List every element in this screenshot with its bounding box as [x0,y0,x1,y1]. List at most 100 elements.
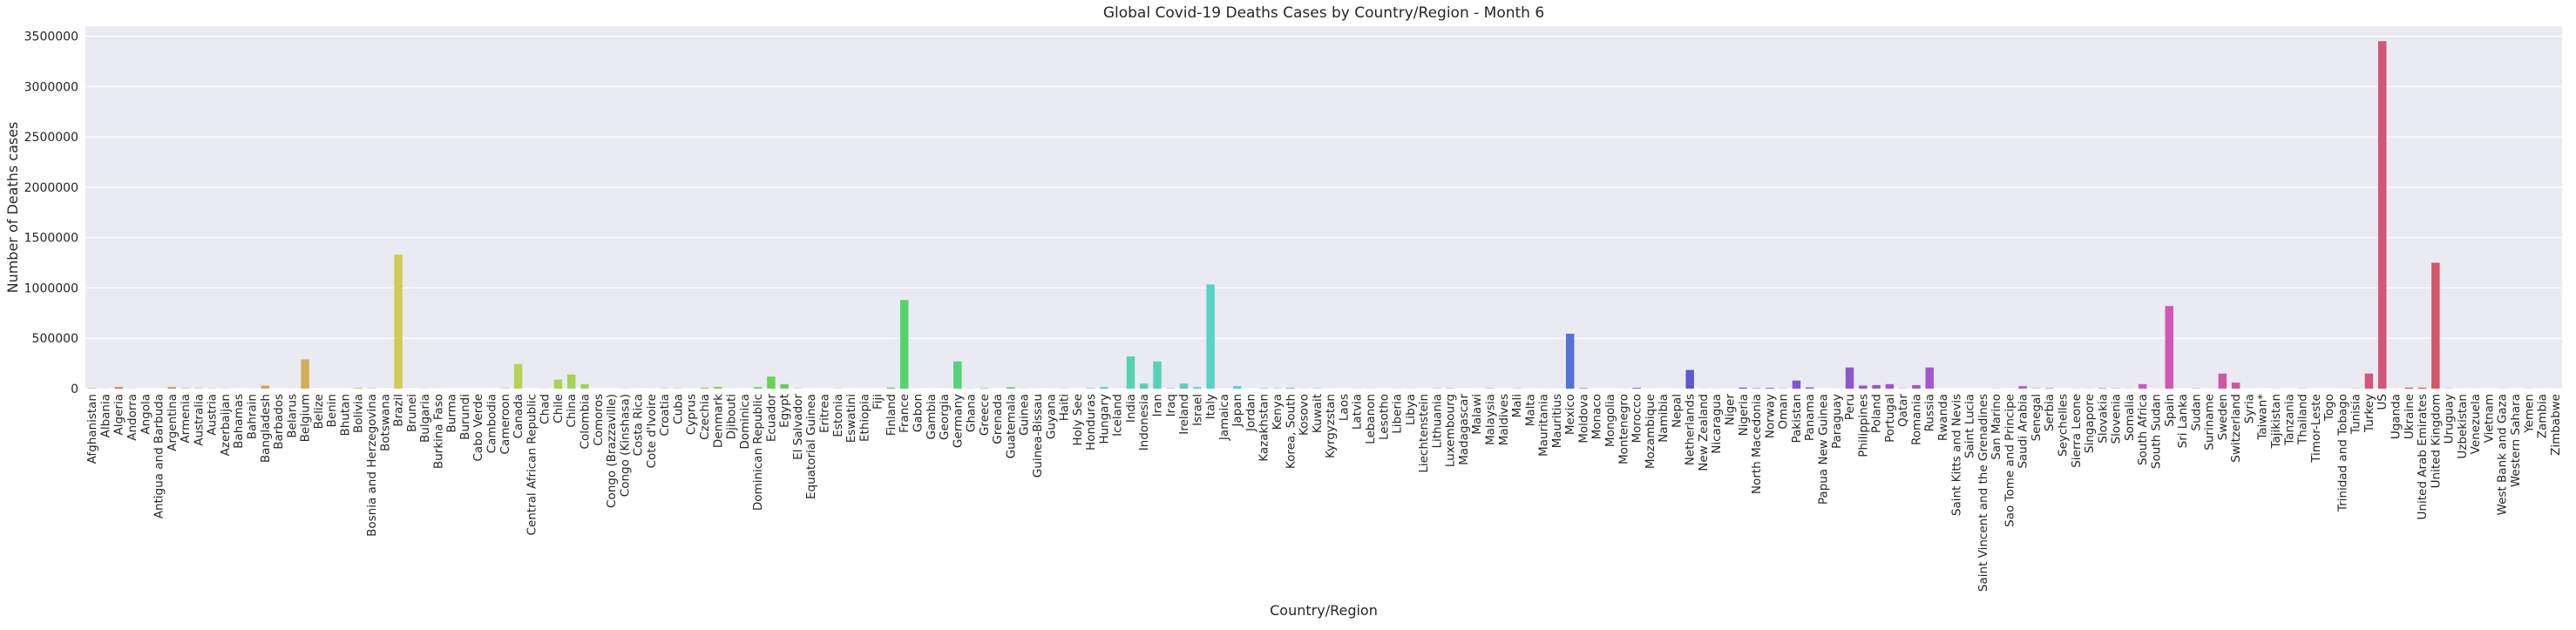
x-tick-label: Slovakia [2096,394,2110,444]
bar [2045,388,2053,389]
x-tick-label: Mongolia [1603,394,1617,447]
x-tick-label: Mexico [1563,394,1577,435]
x-tick-label: Argentina [166,394,180,451]
x-tick-label: Azerbaijan [219,394,233,456]
x-tick-label: Benin [325,394,339,427]
bar [1167,388,1175,389]
x-tick-label: Guyana [1044,394,1058,439]
bar [2378,41,2386,389]
x-tick-label: Zimbabwe [2549,394,2563,456]
x-tick-label: Antigua and Barbuda [153,394,166,518]
x-tick-label: West Bank and Gaza [2496,394,2510,515]
y-tick-label: 3000000 [24,80,78,94]
x-tick-label: Cyprus [685,394,699,435]
x-tick-label: Romania [1909,394,1923,445]
y-tick-label: 500000 [32,332,78,346]
x-tick-label: Angola [139,394,153,435]
bar [2139,384,2146,389]
x-tick-label: Suriname [2203,394,2217,450]
x-tick-label: Kazakhstan [1257,394,1271,462]
x-tick-label: Costa Rica [632,394,646,456]
x-tick-label: Equatorial Guinea [804,394,818,499]
x-tick-label: Kyrgyzstan [1324,394,1338,458]
x-tick-label: Tajikistan [2269,394,2283,450]
bar [2418,388,2426,389]
x-tick-label: Turkey [2362,394,2376,433]
x-tick-label: Sierra Leone [2070,394,2084,468]
bar [1739,388,1747,389]
x-tick-label: Canada [512,394,525,438]
bar [301,359,308,389]
x-tick-label: Seychelles [2057,394,2071,457]
x-tick-label: Algeria [112,394,126,435]
x-tick-label: Singapore [2083,394,2097,453]
x-tick-label: Gambia [925,394,939,439]
x-tick-label: Guinea-Bissau [1031,394,1045,478]
x-tick-label: Ghana [965,394,979,432]
x-tick-label: Qatar [1896,394,1910,427]
bar [1180,383,1188,389]
x-tick-label: Papua New Guinea [1816,394,1830,505]
x-tick-label: Italy [1204,394,1218,419]
bar [1100,387,1108,389]
x-tick-label: Mozambique [1644,394,1657,469]
x-tick-label: Brazil [392,394,406,427]
x-tick-label: Malawi [1470,394,1484,435]
x-tick-label: Kenya [1271,394,1285,430]
x-tick-label: Czechia [698,394,712,440]
x-tick-label: Belize [312,394,326,429]
x-tick-label: Botswana [378,394,392,451]
x-tick-label: Kosovo [1298,394,1312,436]
bar [1566,334,1574,389]
x-tick-label: Haiti [1058,394,1072,421]
x-tick-label: Yemen [2522,394,2536,434]
bar [1579,388,1587,389]
bar [1806,388,1813,389]
x-tick-label: Korea, South [1284,394,1298,469]
x-tick-label: Nicaragua [1710,394,1724,454]
bar [887,388,895,389]
x-tick-label: Bahamas [232,394,246,449]
x-tick-label: Nepal [1670,394,1684,428]
x-tick-label: Jordan [1244,394,1257,432]
x-tick-label: Madagascar [1457,394,1471,465]
x-tick-label: Netherlands [1684,394,1698,465]
x-tick-label: Mauritania [1537,394,1551,457]
x-tick-label: Lebanon [1364,394,1378,444]
plot-area [85,26,2562,389]
bar [1087,388,1095,389]
bar [1886,384,1894,389]
x-tick-label: Colombia [578,394,592,449]
x-tick-label: Iceland [1111,394,1125,437]
x-tick-label: Liechtenstein [1417,394,1431,473]
x-tick-label: Ukraine [2403,394,2417,439]
x-tick-label: Sweden [2216,394,2230,440]
x-tick-label: Thailand [2296,394,2310,445]
x-tick-label: Burma [445,394,459,433]
x-tick-label: Togo [2322,394,2336,422]
x-tick-label: Belarus [285,394,299,438]
x-tick-label: Senegal [2030,394,2044,441]
chart-title: Global Covid-19 Deaths Cases by Country/… [1103,4,1544,22]
x-tick-label: Austria [206,394,220,436]
x-tick-label: Bahrain [245,394,259,439]
bar [354,388,362,389]
x-tick-label: United Arab Emirates [2416,394,2430,519]
y-tick-label: 3500000 [24,30,78,44]
x-tick-label: Djibouti [725,394,739,439]
x-tick-label: Grenada [991,394,1005,444]
x-tick-label: India [1124,394,1138,423]
x-tick-label: Bulgaria [418,394,432,443]
x-tick-label: Dominican Republic [751,394,765,511]
x-tick-label: Morocco [1630,394,1644,444]
x-tick-label: South Africa [2136,394,2150,465]
x-tick-label: Norway [1763,394,1777,438]
x-tick-label: Egypt [778,394,792,428]
x-tick-label: Sri Lanka [2176,394,2190,448]
x-tick-label: Saudi Arabia [2017,394,2030,469]
x-tick-label: Latvia [1351,394,1365,430]
x-tick-label: Niger [1724,394,1738,426]
x-tick-label: China [565,394,579,428]
